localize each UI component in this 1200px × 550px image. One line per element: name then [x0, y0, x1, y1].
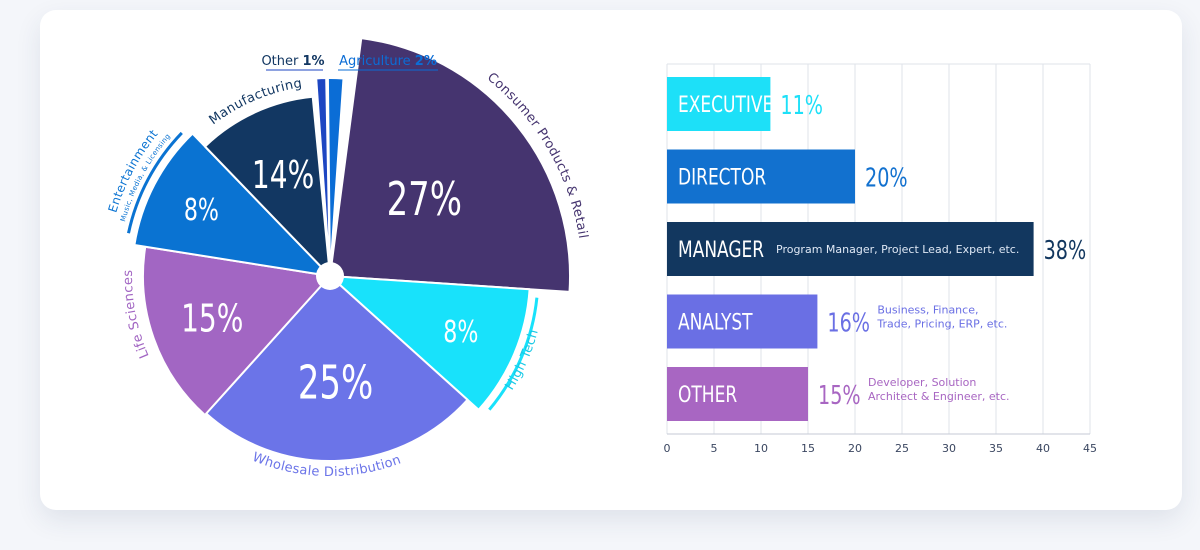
pie-pct-label-wholesale-distribution: 25%	[298, 356, 373, 410]
bar-note-analyst-0: Business, Finance,	[877, 304, 978, 317]
pie-category-label-agriculture: Agriculture 2%	[339, 54, 437, 69]
pie-chart: 27%8%25%15%8%14%Consumer Products & Reta…	[0, 0, 590, 480]
bar-note-other-0: Developer, Solution	[868, 376, 976, 389]
bar-note-other-1: Architect & Engineer, etc.	[868, 390, 1010, 403]
x-tick-label-10: 10	[754, 442, 768, 455]
pie-category-label-other: Other 1%	[261, 54, 324, 69]
bar-chart: 0 5 10 15 20 25 30 35 40 45 EXECUTIVE 11% DIRECTOR 20…	[664, 63, 1097, 455]
x-tick-label-25: 25	[895, 442, 909, 455]
x-tick-label-40: 40	[1036, 442, 1050, 455]
pie-pct-label-agriculture: 2%	[415, 54, 437, 69]
bar-note-analyst-1: Trade, Pricing, ERP, etc.	[876, 318, 1007, 331]
x-tick-label-15: 15	[801, 442, 815, 455]
bar-value-label-manager: 38%	[1044, 235, 1087, 266]
bar-category-label-manager: MANAGER	[678, 237, 764, 263]
pie-pct-label-other: 1%	[302, 54, 324, 69]
pie-pct-label-entertainment: 8%	[184, 194, 219, 228]
pie-slice-agriculture	[326, 76, 345, 277]
pie-slice-entertainment	[133, 132, 331, 277]
bar-value-label-executive: 11%	[780, 90, 823, 121]
bar-other	[667, 367, 808, 421]
bar-category-label-executive: EXECUTIVE	[678, 92, 773, 118]
pie-pct-label-life-sciences: 15%	[181, 297, 243, 341]
pie-category-text-entertainment-sub: (Music, Media, & Licensing)	[0, 0, 172, 223]
pie-slice-manufacturing	[204, 95, 331, 277]
bar-value-label-other: 15%	[818, 380, 861, 411]
pie-pct-label-high-tech: 8%	[443, 316, 478, 350]
pie-slice-high-tech	[329, 275, 531, 411]
bar-value-label-analyst: 16%	[827, 307, 870, 338]
pie-slice-other	[315, 77, 331, 277]
bar-analyst	[667, 294, 818, 349]
x-tick-label-30: 30	[942, 442, 956, 455]
bar-category-label-other: OTHER	[678, 382, 737, 408]
bar-value-label-director: 20%	[865, 162, 908, 193]
bar-note-manager-0: Program Manager, Project Lead, Expert, e…	[776, 243, 1019, 256]
pie-pct-label-consumer-products-retail: 27%	[387, 173, 462, 227]
bar-director	[667, 149, 855, 204]
bar-category-label-director: DIRECTOR	[678, 164, 766, 190]
pie-slice-life-sciences	[142, 245, 331, 416]
entertainment-accent-arc	[127, 131, 183, 234]
bar-manager	[667, 222, 1034, 276]
x-tick-label-20: 20	[848, 442, 862, 455]
x-tick-label-45: 45	[1083, 442, 1097, 455]
x-tick-label-35: 35	[989, 442, 1003, 455]
x-tick-label-0: 0	[664, 442, 671, 455]
pie-slice-consumer-products-retail	[329, 37, 571, 293]
pie-slice-wholesale-distribution	[205, 275, 469, 463]
pie-category-label-entertainment-sub: (Music, Media, & Licensing)	[0, 0, 172, 223]
high-tech-accent-arc	[488, 297, 539, 411]
x-tick-label-5: 5	[711, 442, 718, 455]
bar-category-label-analyst: ANALYST	[678, 309, 753, 335]
pie-center-hole	[316, 262, 344, 290]
pie-pct-label-manufacturing: 14%	[252, 154, 314, 198]
bar-executive	[667, 77, 771, 131]
